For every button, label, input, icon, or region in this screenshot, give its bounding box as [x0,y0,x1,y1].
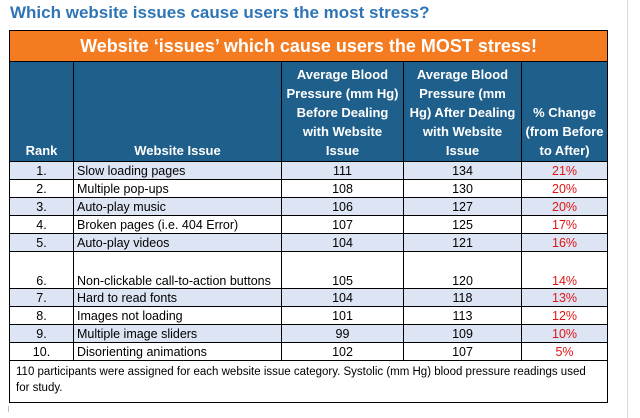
cell-after: 127 [403,197,522,216]
col-header-issue: Website Issue [73,61,282,162]
cell-after: 121 [403,233,522,252]
table-row: 6. Non-clickable call-to-action buttons 10… [9,251,609,289]
cell-change: 16% [520,233,609,252]
table-body: 1. Slow loading pages 111 134 21% 2. Multiple … [9,161,609,361]
cell-change: 17% [520,215,609,234]
cell-after: 109 [403,324,522,343]
cell-rank: 6. [9,251,74,289]
cell-before: 111 [281,161,404,180]
table-title-row: Website ‘issues’ which cause users the M… [8,30,609,62]
cell-issue: Broken pages (i.e. 404 Error) [73,215,282,234]
cell-rank: 2. [9,179,74,198]
table-row: 8. Images not loading 101 113 12% [9,306,609,325]
table-row: 5. Auto-play videos 104 121 16% [9,233,609,252]
page-margin-rule [627,0,628,418]
cell-before: 108 [281,179,404,198]
cell-change: 21% [520,161,609,180]
table-row: 2. Multiple pop-ups 108 130 20% [9,179,609,198]
cell-before: 104 [281,288,404,307]
col-header-before: Average Blood Pressure (mm Hg) Before De… [281,61,404,162]
cell-issue: Images not loading [73,306,282,325]
cell-before: 101 [281,306,404,325]
col-header-rank: Rank [9,61,74,162]
cell-after: 134 [403,161,522,180]
cell-after: 125 [403,215,522,234]
cell-issue: Multiple pop-ups [73,179,282,198]
cell-after: 120 [403,251,522,289]
cell-rank: 7. [9,288,74,307]
page-heading: Which website issues cause users the mos… [10,3,430,22]
cell-rank: 8. [9,306,74,325]
cell-change: 5% [520,342,609,361]
cell-rank: 1. [9,161,74,180]
footnote: 110 participants were assigned for each … [8,360,609,403]
table-row: 9. Multiple image sliders 99 109 10% [9,324,609,343]
cell-before: 106 [281,197,404,216]
cell-rank: 10. [9,342,74,361]
cell-issue: Non-clickable call-to-action buttons [73,251,282,289]
cell-before: 102 [281,342,404,361]
cell-after: 113 [403,306,522,325]
table-row: 1. Slow loading pages 111 134 21% [9,161,609,180]
table-row: 4. Broken pages (i.e. 404 Error) 107 125 17% [9,215,609,234]
cell-after: 130 [403,179,522,198]
col-header-change: % Change (from Before to After) [520,61,609,162]
cell-issue: Disorienting animations [73,342,282,361]
col-header-after: Average Blood Pressure (mm Hg) After Dea… [403,61,522,162]
cell-issue: Hard to read fonts [73,288,282,307]
stress-table: Website ‘issues’ which cause users the M… [8,30,609,403]
cell-change: 13% [520,288,609,307]
cell-change: 12% [520,306,609,325]
cell-rank: 5. [9,233,74,252]
cell-change: 10% [520,324,609,343]
cell-before: 105 [281,251,404,289]
cell-after: 107 [403,342,522,361]
table-header-row: Rank Website Issue Average Blood Pressur… [9,61,609,162]
cell-before: 104 [281,233,404,252]
cell-before: 107 [281,215,404,234]
cell-rank: 3. [9,197,74,216]
cell-issue: Auto-play videos [73,233,282,252]
table-row: 7. Hard to read fonts 104 118 13% [9,288,609,307]
cell-change: 20% [520,197,609,216]
table-row: 10. Disorienting animations 102 107 5% [9,342,609,361]
table-title: Website ‘issues’ which cause users the M… [8,30,609,62]
footnote-row: 110 participants were assigned for each … [8,360,609,403]
table-row: 3. Auto-play music 106 127 20% [9,197,609,216]
cell-after: 118 [403,288,522,307]
cell-change: 20% [520,179,609,198]
cell-issue: Multiple image sliders [73,324,282,343]
cell-rank: 4. [9,215,74,234]
cell-issue: Slow loading pages [73,161,282,180]
cell-rank: 9. [9,324,74,343]
cell-change: 14% [520,251,609,289]
cell-before: 99 [281,324,404,343]
page-corner-mark [8,406,15,412]
cell-issue: Auto-play music [73,197,282,216]
